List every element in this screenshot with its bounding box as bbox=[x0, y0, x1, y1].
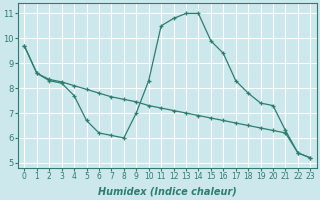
X-axis label: Humidex (Indice chaleur): Humidex (Indice chaleur) bbox=[98, 187, 237, 197]
